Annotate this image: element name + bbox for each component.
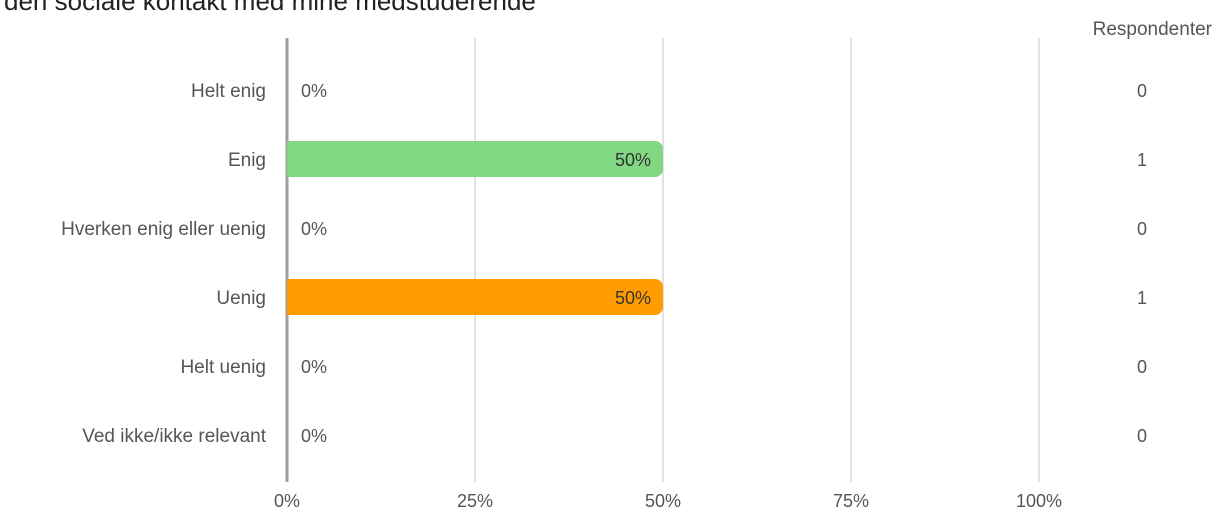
respondent-count: 1 <box>1137 288 1147 308</box>
category-label: Hverken enig eller uenig <box>61 219 266 240</box>
value-label: 0% <box>301 81 327 101</box>
bar <box>287 279 663 315</box>
x-tick-label: 25% <box>457 491 493 511</box>
category-label: Enig <box>228 150 266 171</box>
chart-title: den sociale kontakt med mine medstuderen… <box>4 0 536 16</box>
x-tick-label: 0% <box>274 491 300 511</box>
respondent-count: 0 <box>1137 357 1147 377</box>
respondent-count: 1 <box>1137 150 1147 170</box>
respondent-count: 0 <box>1137 219 1147 239</box>
value-label: 50% <box>615 150 651 170</box>
value-label: 50% <box>615 288 651 308</box>
respondent-count: 0 <box>1137 81 1147 101</box>
x-tick-label: 50% <box>645 491 681 511</box>
category-label: Helt enig <box>191 81 266 102</box>
value-label: 0% <box>301 219 327 239</box>
x-tick-label: 75% <box>833 491 869 511</box>
bar <box>287 141 663 177</box>
value-label: 0% <box>301 357 327 377</box>
category-label: Helt uenig <box>180 357 266 378</box>
bar-left-cap <box>287 141 297 177</box>
respondent-count: 0 <box>1137 426 1147 446</box>
category-label: Ved ikke/ikke relevant <box>82 426 266 447</box>
bar-left-cap <box>287 279 297 315</box>
respondents-header: Respondenter <box>1093 19 1213 40</box>
category-label: Uenig <box>216 288 266 309</box>
x-tick-label: 100% <box>1016 491 1062 511</box>
value-label: 0% <box>301 426 327 446</box>
